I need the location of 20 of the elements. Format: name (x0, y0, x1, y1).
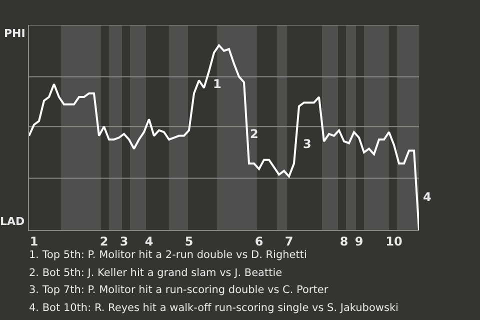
x-tick-label: 4 (144, 234, 154, 248)
text: LAD (0, 215, 25, 228)
text: 4 (423, 190, 432, 204)
x-tick-label: 7 (284, 234, 294, 248)
x-tick-label: 10 (386, 234, 402, 248)
x-tick-label: 5 (184, 234, 194, 248)
text: 1. Top 5th: P. Molitor hit a 2-run double vs D. Righetti (29, 249, 307, 261)
x-tick-label: 3 (120, 234, 128, 248)
x-tick-label: 2 (100, 234, 108, 248)
x-tick-label: 1 (30, 234, 38, 248)
text: 4. Bot 10th: R. Reyes hit a walk-off run-scoring single vs S. Jakubowski (29, 302, 398, 314)
text: PHI (4, 27, 26, 40)
x-tick-label: 9 (354, 234, 364, 248)
x-tick-label: 6 (254, 234, 264, 248)
annotation: 2 (250, 127, 258, 141)
x-tick-label: 8 (340, 234, 348, 248)
text: 3. Top 7th: P. Molitor hit a run-scoring double vs C. Porter (29, 284, 329, 296)
text: 2. Bot 5th: J. Keller hit a grand slam vs J. Beattie (29, 267, 282, 279)
annotation: 1 (213, 77, 222, 91)
annotation: 3 (303, 137, 312, 151)
